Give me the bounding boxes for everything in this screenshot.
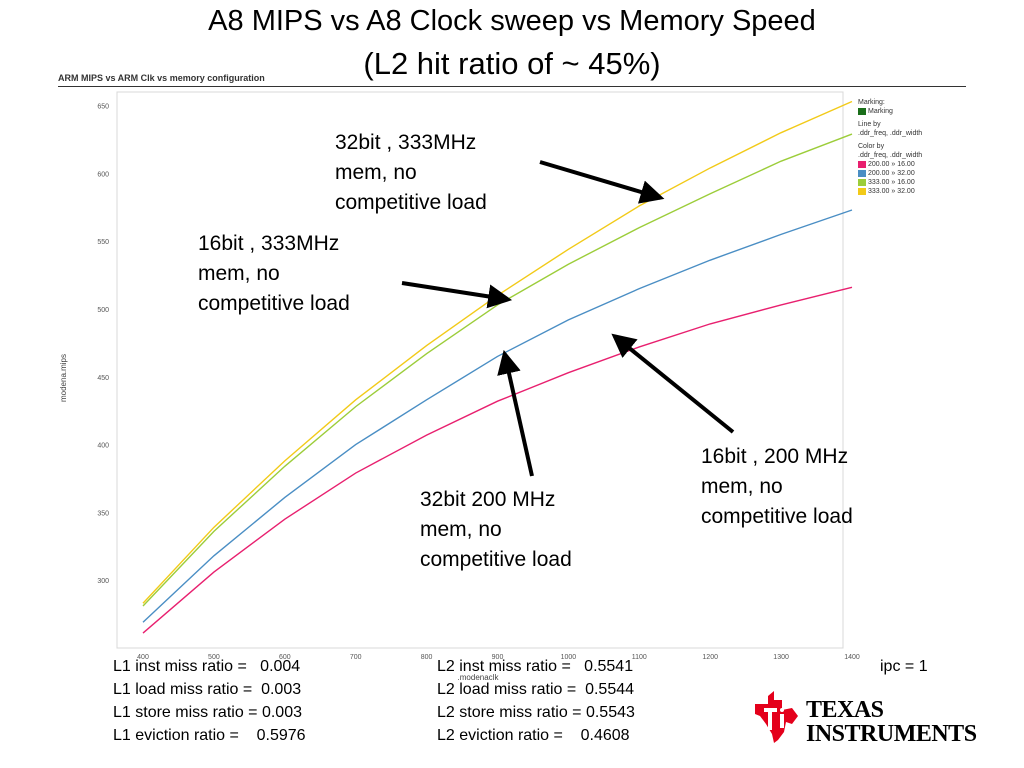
x-tick-label: 800 <box>421 654 433 661</box>
legend-marking-item[interactable]: Marking <box>858 107 922 116</box>
x-tick-label: 1100 <box>632 654 647 661</box>
x-tick-label: 1000 <box>561 654 577 661</box>
y-axis-label: modena.mips <box>59 354 68 402</box>
legend-swatch <box>858 188 866 195</box>
x-axis-label: .modenaclk <box>458 673 500 682</box>
legend-swatch <box>858 170 866 177</box>
l2-stats: L2 inst miss ratio = 0.5541 L2 load miss… <box>437 658 635 744</box>
annotation-16bit-333mhz: 16bit , 333MHz mem, no competitive load <box>198 232 350 315</box>
legend-marking-text: Marking <box>868 108 893 115</box>
ti-logo-line2: INSTRUMENTS <box>806 721 977 747</box>
annotation-arrow <box>497 349 534 477</box>
slide-subtitle: (L2 hit ratio of ~ 45%) <box>363 46 661 81</box>
legend-swatch <box>858 179 866 186</box>
x-tick-label: 1400 <box>844 654 860 661</box>
legend-item[interactable]: 333.00 » 32.00 <box>858 187 922 196</box>
legend-swatch <box>858 108 866 115</box>
y-tick-label: 300 <box>97 578 109 585</box>
legend-colorby-value[interactable]: .ddr_freq, .ddr_width <box>858 152 923 159</box>
series-line <box>142 286 853 634</box>
legend-lineby-value[interactable]: .ddr_freq, .ddr_width <box>858 130 923 137</box>
legend-marking-label: Marking: <box>858 99 885 106</box>
legend-item[interactable]: 200.00 » 16.00 <box>858 160 922 169</box>
annotation-16bit-200mhz: 16bit , 200 MHz mem, no competitive load <box>701 445 853 528</box>
x-tick-label: 600 <box>279 654 291 661</box>
slide-title: A8 MIPS vs A8 Clock sweep vs Memory Spee… <box>208 5 816 37</box>
y-tick-label: 400 <box>97 443 109 450</box>
y-tick-label: 650 <box>97 104 109 111</box>
y-tick-label: 600 <box>97 171 109 178</box>
annotation-arrow <box>539 160 665 204</box>
ti-logo-line1: TEXAS <box>806 697 884 723</box>
chart-title: ARM MIPS vs ARM Clk vs memory configurat… <box>58 73 265 83</box>
x-tick-label: 700 <box>350 654 362 661</box>
legend-lineby-label: Line by <box>858 121 881 128</box>
ti-logo-icon <box>755 691 798 743</box>
legend-item-label: 333.00 » 16.00 <box>868 179 915 186</box>
legend-swatch <box>858 161 866 168</box>
x-tick-label: 900 <box>492 654 504 661</box>
legend-colorby-label: Color by <box>858 143 885 150</box>
y-tick-label: 500 <box>97 307 109 314</box>
plot-frame <box>116 91 844 649</box>
y-tick-label: 450 <box>97 375 109 382</box>
chart-header-divider <box>58 86 966 87</box>
annotation-32bit-200mhz: 32bit 200 MHz mem, no competitive load <box>420 488 572 571</box>
legend-item-label: 200.00 » 32.00 <box>868 170 915 177</box>
x-tick-label: 1300 <box>773 654 789 661</box>
legend-item[interactable]: 200.00 » 32.00 <box>858 169 922 178</box>
x-tick-label: 1200 <box>702 654 718 661</box>
legend-item[interactable]: 333.00 » 16.00 <box>858 178 922 187</box>
l1-stats: L1 inst miss ratio = 0.004 L1 load miss … <box>113 658 306 744</box>
x-tick-label: 400 <box>137 654 149 661</box>
y-tick-label: 550 <box>97 239 109 246</box>
annotation-32bit-333mhz: 32bit , 333MHz mem, no competitive load <box>335 131 487 214</box>
chart-legend: Marking: Marking Line by .ddr_freq, .ddr… <box>858 98 922 196</box>
annotation-arrow <box>611 333 735 434</box>
legend-item-label: 200.00 » 16.00 <box>868 161 915 168</box>
legend-item-label: 333.00 » 32.00 <box>868 188 915 195</box>
x-tick-label: 500 <box>208 654 220 661</box>
annotation-arrow <box>401 281 513 309</box>
ipc-stat: ipc = 1 <box>880 658 928 675</box>
ti-logo: TEXAS INSTRUMENTS <box>752 690 982 746</box>
y-tick-label: 350 <box>97 510 109 517</box>
